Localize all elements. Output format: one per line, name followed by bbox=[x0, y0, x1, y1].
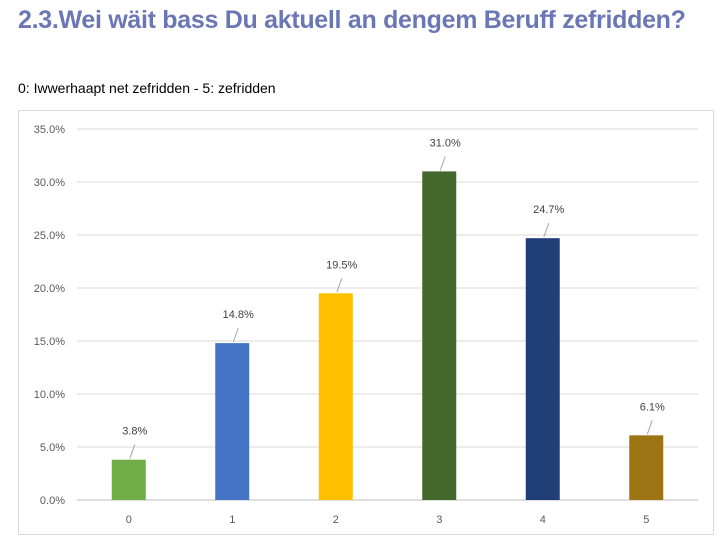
bar bbox=[525, 238, 560, 500]
data-label: 31.0% bbox=[430, 137, 461, 149]
leader-line bbox=[129, 444, 136, 459]
y-tick-label: 20.0% bbox=[34, 283, 65, 295]
x-tick-label: 0 bbox=[126, 514, 132, 526]
bar bbox=[629, 435, 664, 500]
leader-line bbox=[439, 156, 446, 171]
data-label: 6.1% bbox=[640, 401, 665, 413]
y-tick-label: 5.0% bbox=[40, 442, 65, 454]
bar bbox=[215, 343, 250, 500]
x-tick-label: 2 bbox=[333, 514, 339, 526]
chart-area: 0.0% 5.0% 10.0% 15.0% 20.0% 25.0% 30.0% 35.0% 3.… bbox=[18, 110, 714, 535]
leader-line bbox=[232, 327, 239, 343]
y-tick-label: 15.0% bbox=[34, 336, 65, 348]
x-tick-label: 4 bbox=[540, 514, 546, 526]
data-label: 3.8% bbox=[122, 426, 147, 438]
bar-chart: 0.0% 5.0% 10.0% 15.0% 20.0% 25.0% 30.0% 35.0% 3.… bbox=[34, 124, 698, 526]
y-tick-label: 0.0% bbox=[40, 495, 65, 507]
leader-line bbox=[543, 223, 550, 238]
page-title: 2.3.Wei wäit bass Du aktuell an dengem B… bbox=[18, 6, 686, 34]
y-tick-label: 10.0% bbox=[34, 389, 65, 401]
bar bbox=[422, 171, 457, 500]
data-label: 24.7% bbox=[533, 204, 564, 216]
bar bbox=[111, 459, 146, 500]
data-label: 19.5% bbox=[326, 259, 357, 271]
chart-subtitle: 0: Iwwerhaapt net zefridden - 5: zefridd… bbox=[18, 80, 276, 96]
y-tick-label: 25.0% bbox=[34, 230, 65, 242]
leader-line bbox=[336, 278, 343, 293]
y-tick-label: 35.0% bbox=[34, 124, 65, 136]
leader-line bbox=[646, 420, 653, 435]
x-tick-label: 1 bbox=[229, 514, 235, 526]
y-tick-label: 30.0% bbox=[34, 177, 65, 189]
bar bbox=[318, 293, 353, 500]
x-tick-label: 5 bbox=[643, 514, 649, 526]
data-label: 14.8% bbox=[223, 309, 254, 321]
x-tick-label: 3 bbox=[436, 514, 442, 526]
